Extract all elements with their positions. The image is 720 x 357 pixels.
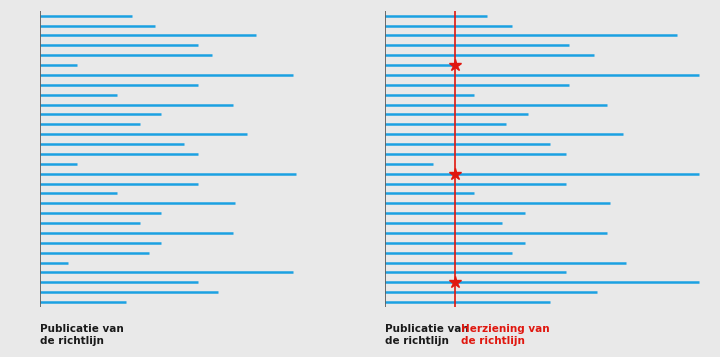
Text: Publicatie van
de richtlijn: Publicatie van de richtlijn (385, 324, 469, 346)
Text: Herziening van
de richtlijn: Herziening van de richtlijn (461, 324, 549, 346)
Text: Publicatie van
de richtlijn: Publicatie van de richtlijn (40, 324, 123, 346)
